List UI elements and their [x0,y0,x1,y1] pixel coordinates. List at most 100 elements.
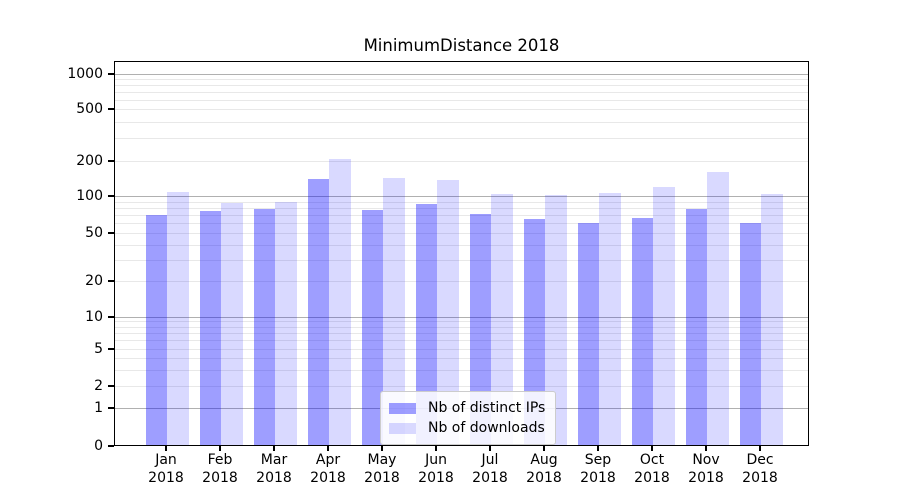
legend-item-downloads: Nb of downloads [389,418,545,438]
bar-dec-downloads [761,194,783,445]
y-tick-mark-20 [108,280,114,282]
bar-jul-downloads [491,194,513,445]
y-tick-mark-100 [108,195,114,197]
x-tick-year: 2018 [202,470,238,486]
bar-oct-downloads [653,186,675,445]
x-tick-label-apr: Apr 2018 [296,451,360,487]
y-tick-label-1000: 1000 [67,65,103,82]
y-tick-mark-50 [108,232,114,234]
gridline-900 [115,78,808,80]
gridline-2 [115,386,808,387]
x-tick-month: Apr [315,452,341,468]
bar-may-downloads [383,178,405,445]
bar-jul-distinct-ips [469,213,491,445]
x-tick-year: 2018 [526,470,562,486]
x-tick-label-may: May 2018 [350,451,414,487]
y-tick-mark-200 [108,159,114,162]
x-tick-year: 2018 [310,470,346,486]
y-tick-label-2: 2 [94,378,103,394]
gridline-80 [115,207,808,209]
x-tick-month: Aug [530,452,558,468]
x-tick-label-nov: Nov 2018 [674,451,738,487]
bar-nov-distinct-ips [685,209,707,445]
x-tick-mark-may [381,446,383,451]
y-tick-mark-500 [108,108,114,110]
gridline-400 [115,121,808,123]
x-tick-mark-jan [165,446,167,451]
y-tick-label-200: 200 [76,152,103,169]
legend-swatch-downloads-icon [389,422,416,434]
bar-dec-distinct-ips [739,223,761,445]
x-tick-mark-sep [597,446,599,451]
x-tick-month: Oct [639,452,665,468]
x-tick-month: Nov [692,452,720,468]
bar-oct-distinct-ips [631,218,653,445]
gridline-30 [115,259,808,261]
x-tick-month: Mar [260,452,288,468]
x-tick-label-jan: Jan 2018 [134,451,198,487]
gridline-700 [115,91,808,93]
x-tick-month: Sep [584,452,612,468]
y-tick-mark-1 [108,407,114,409]
gridline-50 [115,233,808,234]
gridline-9 [115,321,808,323]
x-tick-month: Feb [207,452,233,468]
gridline-800 [115,84,808,86]
x-tick-year: 2018 [580,470,616,486]
gridline-7 [115,333,808,335]
x-tick-label-jul: Jul 2018 [458,451,522,487]
gridline-3 [115,369,808,371]
plot-area: Nb of distinct IPs Nb of downloads [114,61,809,446]
gridline-90 [115,201,808,203]
x-tick-mark-feb [219,446,221,451]
x-tick-mark-nov [705,446,707,451]
x-tick-year: 2018 [634,470,670,486]
y-tick-mark-10 [108,315,114,318]
y-tick-label-100: 100 [76,188,103,204]
x-tick-mark-dec [759,446,761,451]
gridline-4 [115,358,808,359]
x-tick-label-jun: Jun 2018 [404,451,468,487]
gridline-5 [115,349,808,350]
x-tick-month: Jul [481,452,499,468]
legend-label-downloads: Nb of downloads [428,420,545,436]
bar-jun-distinct-ips [415,204,437,445]
y-tick-label-1: 1 [94,400,103,416]
x-tick-year: 2018 [364,470,400,486]
gridline-10 [115,316,808,318]
bar-jan-distinct-ips [145,215,167,445]
bar-sep-downloads [599,192,621,445]
gridline-600 [115,99,808,101]
y-tick-label-5: 5 [94,341,103,357]
y-tick-mark-2 [108,385,114,387]
bar-apr-distinct-ips [307,178,329,445]
x-tick-mark-oct [651,446,653,451]
x-tick-label-sep: Sep 2018 [566,451,630,487]
x-tick-month: Jan [155,452,177,468]
x-tick-month: May [367,452,397,468]
gridline-200 [115,160,808,162]
x-tick-mark-mar [273,446,275,451]
bar-mar-downloads [275,201,297,445]
gridline-8 [115,326,808,328]
bar-feb-downloads [221,202,243,445]
x-tick-year: 2018 [688,470,724,486]
x-tick-year: 2018 [742,470,778,486]
chart-title: MinimumDistance 2018 [363,36,560,55]
x-tick-label-mar: Mar 2018 [242,451,306,487]
bar-jun-downloads [437,179,459,445]
gridline-1000 [115,73,808,75]
legend-swatch-distinct-ips-icon [389,402,416,414]
y-tick-label-0: 0 [94,438,103,454]
x-tick-year: 2018 [418,470,454,486]
gridline-70 [115,215,808,217]
gridline-20 [115,281,808,282]
bar-aug-distinct-ips [523,218,545,445]
x-tick-mark-aug [543,446,545,451]
x-tick-month: Jun [425,452,447,468]
y-tick-label-20: 20 [85,273,103,289]
bar-aug-downloads [545,195,567,445]
y-tick-label-50: 50 [85,225,103,241]
y-tick-label-500: 500 [76,101,103,117]
